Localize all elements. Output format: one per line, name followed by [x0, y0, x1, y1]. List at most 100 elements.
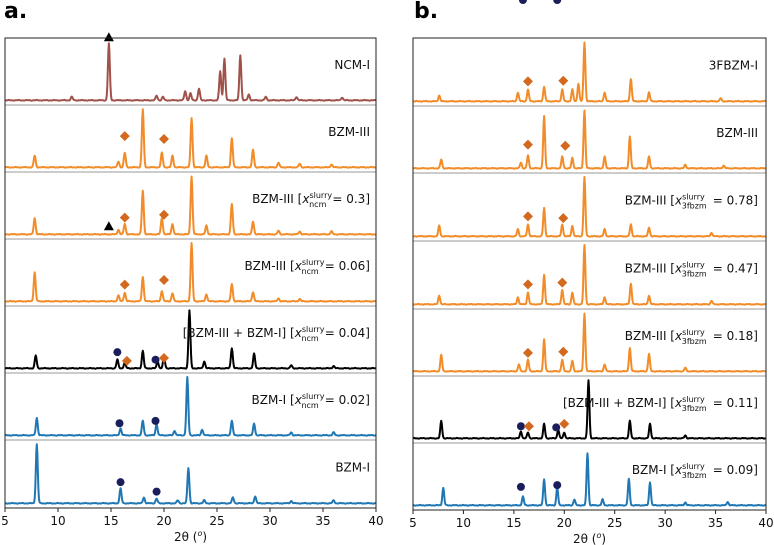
- trace-label: BZM-III: [716, 126, 758, 140]
- x-tick-label: 15: [506, 516, 521, 530]
- trace-label: BZM-I [xslurry ncm = 0.02]: [252, 392, 370, 410]
- series-a-6: BZM-I: [4, 443, 377, 505]
- trace-label-tail: = 0.09]: [713, 463, 758, 477]
- trace-label-sub: ncm: [301, 401, 318, 410]
- trace-label-main: 3FBZM-I: [709, 58, 758, 72]
- trace-label-tail: = 0.06]: [325, 259, 370, 273]
- trace-label-main: BZM-I: [335, 460, 370, 474]
- trace-label-tail: = 0.11]: [713, 396, 758, 410]
- trace-label-main: [BZM-III + BZM-I] [: [183, 326, 295, 340]
- x-tick-label: 30: [658, 516, 673, 530]
- trace-label-symbol: x: [294, 326, 303, 340]
- trace-label-symbol: x: [301, 192, 310, 206]
- trace-label-symbol: x: [674, 396, 683, 410]
- x-tick-label: 10: [50, 514, 65, 528]
- trace-label-main: BZM-III [: [625, 261, 675, 275]
- series-b-0: 3FBZM-I: [412, 41, 767, 103]
- series-a-1: BZM-III: [4, 108, 377, 169]
- trace-label-sub: ncm: [309, 200, 326, 209]
- trace-label: BZM-III [xslurry 3fbzm = 0.47]: [625, 260, 758, 278]
- pattern-line: [4, 375, 377, 437]
- pattern-line: [4, 309, 377, 370]
- series-b-1: BZM-III: [412, 109, 767, 170]
- trace-label-main: BZM-III: [716, 126, 758, 140]
- trace-label-tail: = 0.18]: [713, 329, 758, 343]
- diamond-marker: [558, 346, 569, 357]
- circle-marker: [151, 416, 160, 425]
- diamond-marker: [121, 355, 132, 366]
- trace-label-sup: slurry: [302, 325, 325, 334]
- trace-label: BZM-I [xslurry 3fbzm = 0.09]: [632, 462, 758, 480]
- diamond-marker: [557, 277, 568, 288]
- x-tick-label: 15: [103, 514, 118, 528]
- x-tick-label: 40: [368, 514, 383, 528]
- series-b-6: BZM-I [xslurry 3fbzm = 0.09]: [412, 452, 767, 507]
- diamond-marker: [523, 421, 534, 432]
- pattern-line: [412, 41, 767, 103]
- diamond-marker: [522, 279, 533, 290]
- trace-label: BZM-III [xslurry ncm = 0.06]: [244, 258, 370, 276]
- x-axis-title-unit: o: [596, 531, 601, 540]
- trace-label: BZM-III [xslurry 3fbzm = 0.18]: [625, 328, 758, 346]
- circle-marker: [552, 423, 561, 432]
- diamond-marker: [159, 352, 169, 363]
- x-tick-label: 40: [758, 516, 773, 530]
- triangle-marker: [103, 32, 114, 42]
- series-a-2: BZM-III [xslurry ncm = 0.3]: [4, 175, 377, 236]
- x-tick-label: 20: [156, 514, 171, 528]
- pattern-line: [412, 312, 767, 373]
- trace-label-main: BZM-III [: [252, 192, 302, 206]
- series-a-3: BZM-III [xslurry ncm = 0.06]: [4, 242, 377, 303]
- trace-label-symbol: x: [294, 259, 303, 273]
- trace-label-tail: = 0.47]: [713, 261, 758, 275]
- trace-label-tail: = 0.3]: [332, 192, 370, 206]
- x-tick-label: 35: [315, 514, 330, 528]
- triangle-marker: [103, 221, 114, 231]
- series-b-3: BZM-III [xslurry 3fbzm = 0.47]: [412, 243, 767, 306]
- series-a-5: BZM-I [xslurry ncm = 0.02]: [4, 375, 377, 437]
- trace-label-main: BZM-III [: [625, 193, 675, 207]
- trace-label-tail: = 0.04]: [325, 326, 370, 340]
- diamond-marker: [119, 279, 130, 290]
- x-tick-label: 25: [209, 514, 224, 528]
- x-tick-label: 20: [557, 516, 572, 530]
- circle-marker: [116, 478, 125, 487]
- circle-marker: [113, 348, 122, 357]
- trace-label-tail: = 0.78]: [713, 193, 758, 207]
- trace-label: BZM-III [xslurry 3fbzm = 0.78]: [625, 192, 758, 210]
- diamond-marker: [159, 209, 169, 220]
- circle-marker: [115, 419, 124, 428]
- x-axis-title-main: 2θ (: [174, 530, 197, 544]
- pattern-line: [412, 109, 767, 170]
- trace-label-main: BZM-I [: [632, 463, 675, 477]
- circle-marker: [516, 422, 525, 431]
- trace-label-sup: slurry: [302, 392, 325, 401]
- trace-label-sup: slurry: [682, 462, 705, 471]
- trace-label-sub: 3fbzm: [682, 337, 707, 346]
- x-tick-label: 5: [1, 514, 9, 528]
- diamond-marker: [558, 213, 569, 224]
- trace-label-symbol: x: [674, 463, 683, 477]
- diamond-marker: [559, 418, 570, 429]
- trace-label-sup: slurry: [309, 191, 332, 200]
- trace-label-main: BZM-I [: [252, 393, 295, 407]
- pattern-line: [412, 175, 767, 238]
- trace-label-main: BZM-I: [723, 0, 758, 3]
- panel-a-letter: a.: [4, 0, 27, 24]
- trace-label-sup: slurry: [682, 192, 705, 201]
- x-axis-title-main: 2θ (: [573, 532, 596, 545]
- circle-marker: [152, 487, 161, 496]
- series-b-5: [BZM-III + BZM-I] [xslurry 3fbzm = 0.11]: [412, 379, 767, 440]
- diamond-marker: [119, 131, 130, 142]
- x-axis-title-unit: o: [197, 529, 202, 538]
- plot-frame: [412, 37, 767, 511]
- trace-label-sup: slurry: [682, 260, 705, 269]
- pattern-line: [412, 379, 767, 440]
- diamond-marker: [159, 134, 169, 144]
- pattern-line: [4, 108, 377, 169]
- trace-label-main: NCM-I: [334, 58, 370, 72]
- trace-label-sub: 3fbzm: [682, 269, 707, 278]
- series-b-7: BZM-I: [519, 0, 758, 4]
